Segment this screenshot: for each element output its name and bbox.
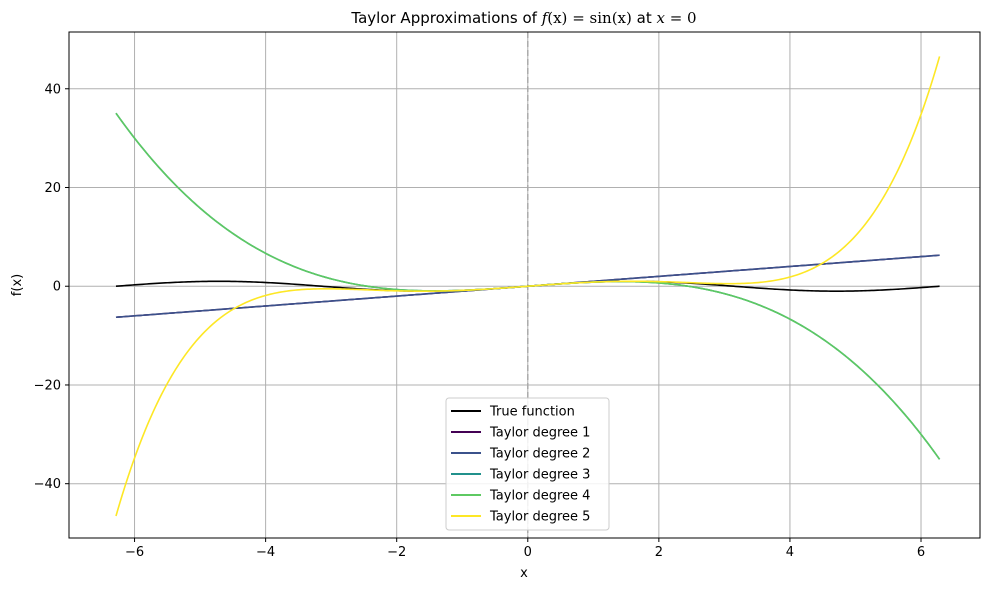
- legend-label: Taylor degree 3: [489, 468, 590, 483]
- legend: True function Taylor degree 1 Taylor degre…: [445, 397, 610, 531]
- x-tick-label: −6: [125, 545, 144, 560]
- series-line-taylor-degree-5: [115, 56, 941, 517]
- y-tick-label: −40: [34, 477, 61, 492]
- x-tick-label: 2: [655, 545, 663, 560]
- series-layer: [115, 56, 941, 517]
- x-tick-label: 0: [524, 545, 532, 560]
- legend-label: Taylor degree 4: [489, 489, 590, 504]
- legend-label: Taylor degree 5: [489, 510, 590, 525]
- legend-label: True function: [489, 405, 575, 420]
- x-tick-label: 6: [917, 545, 925, 560]
- chart-title: Taylor Approximations of f(x) = sin(x) a…: [350, 9, 696, 27]
- plot-frame: [68, 31, 981, 539]
- legend-label: Taylor degree 2: [489, 447, 590, 462]
- x-axis-label: x: [520, 566, 528, 581]
- y-tick-label: 0: [53, 280, 61, 295]
- y-axis-ticks: −40 −20 0 20 40: [34, 82, 69, 492]
- y-tick-label: 40: [44, 82, 61, 97]
- y-tick-label: −20: [34, 378, 61, 393]
- x-tick-label: −2: [387, 545, 406, 560]
- y-tick-label: 20: [44, 181, 61, 196]
- x-tick-label: −4: [256, 545, 275, 560]
- x-tick-label: 4: [786, 545, 794, 560]
- x-axis-ticks: −6 −4 −2 0 2 4 6: [125, 538, 925, 560]
- legend-label: Taylor degree 1: [489, 426, 590, 441]
- y-axis-label: f(x): [10, 274, 25, 296]
- legend-box: [445, 397, 610, 531]
